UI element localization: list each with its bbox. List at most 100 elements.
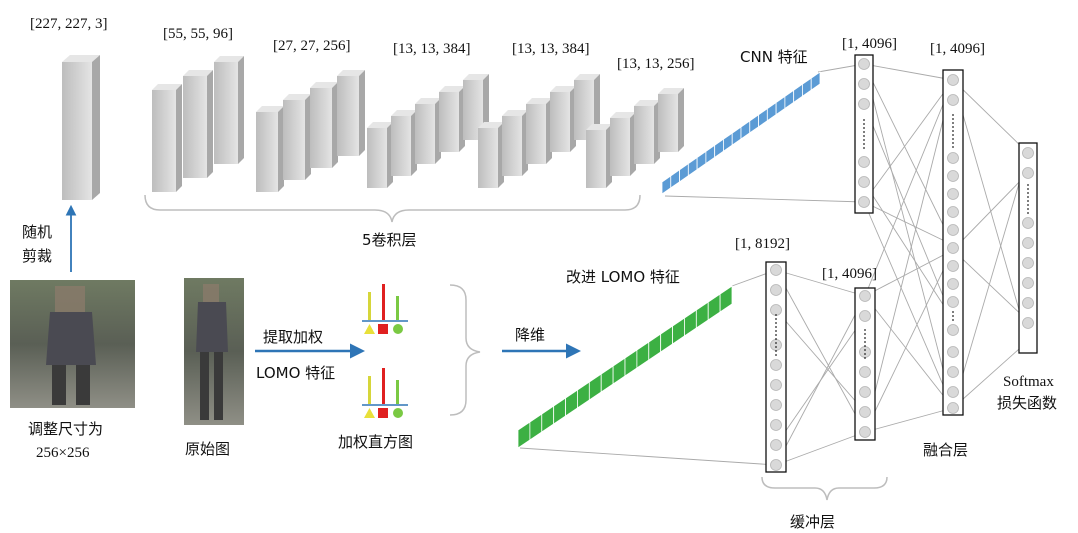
fc-cnn-column-dot xyxy=(863,135,865,137)
cnn-bar-cell xyxy=(775,95,786,116)
softmax-column xyxy=(1018,142,1038,354)
fusion-layer-label: 融合层 xyxy=(923,441,968,459)
buffer-column-dot xyxy=(864,353,866,355)
conv-block-5-3 xyxy=(634,100,660,164)
lomo-bar-cell xyxy=(612,357,626,385)
lomo-fc-column-dot xyxy=(775,334,777,336)
hist-icon-top-square xyxy=(378,324,388,334)
fusion-column-dot xyxy=(952,126,954,128)
fusion-column-node xyxy=(947,206,959,218)
conv-brace xyxy=(144,194,641,223)
lomo-fc-column-node xyxy=(770,439,782,451)
lomo-bar-cell xyxy=(719,285,733,313)
buffer-size-label: [1, 4096] xyxy=(822,266,877,282)
cnn-bar-cell xyxy=(714,138,724,159)
fc-cnn-column-node xyxy=(858,196,870,208)
fusion-column-node xyxy=(947,296,959,308)
softmax-column-node xyxy=(1022,217,1034,229)
lomo-fc-column-dot xyxy=(775,346,777,348)
buffer-column-node xyxy=(859,426,871,438)
fusion-column-node xyxy=(947,224,959,236)
fusion-column-dot xyxy=(952,315,954,317)
lomo-bar-cell xyxy=(517,421,531,449)
conv-block-4-5 xyxy=(574,74,600,140)
conv1-size-label: [55, 55, 96] xyxy=(163,26,233,42)
conv-layers xyxy=(152,56,684,192)
fusion-column-node xyxy=(947,402,959,414)
edge xyxy=(864,407,954,433)
fusion-column-dot xyxy=(952,138,954,140)
edge xyxy=(864,79,954,433)
fc-cnn-column-dot xyxy=(863,123,865,125)
weighted-hist-label: 加权直方图 xyxy=(338,433,413,451)
fusion-column-node xyxy=(947,152,959,164)
conv-block-5-4 xyxy=(658,88,684,152)
edge xyxy=(775,269,866,297)
edge xyxy=(952,79,1029,342)
conv-block-2-2 xyxy=(283,94,311,180)
cnn-bar-cell xyxy=(687,156,698,177)
buffer-column-dot xyxy=(864,337,866,339)
fusion-column-dot xyxy=(952,130,954,132)
buffer-column-node xyxy=(859,290,871,302)
lomo-fc-column-node xyxy=(770,304,782,316)
fc-cnn-column-dot xyxy=(863,139,865,141)
fusion-column-dot xyxy=(952,122,954,124)
hist-icon-top-circle xyxy=(393,324,403,334)
edge xyxy=(952,172,1029,251)
lomo-feature-label: LOMO 特征 xyxy=(256,364,335,382)
connection-edges xyxy=(519,63,1029,466)
random-crop-label-1: 随机 xyxy=(22,223,52,241)
conv-block-3-4 xyxy=(439,86,465,152)
conv5-size-label: [13, 13, 256] xyxy=(617,56,695,72)
lomo-fc-column-node xyxy=(770,359,782,371)
fusion-column-node xyxy=(947,260,959,272)
fc-cnn-column-dot xyxy=(863,147,865,149)
fc-cnn-column-node xyxy=(858,156,870,168)
edge xyxy=(775,269,866,433)
edge xyxy=(863,201,954,246)
buffer-column-dot xyxy=(864,333,866,335)
lomo-fc-column-node xyxy=(770,264,782,276)
edge xyxy=(519,447,777,466)
lomo-bar-cell xyxy=(600,365,614,393)
edge xyxy=(863,103,954,321)
softmax-column-dot xyxy=(1027,184,1029,186)
lomo-fc-column-node xyxy=(770,419,782,431)
input-size-label: [227, 227, 3] xyxy=(30,16,108,32)
cnn-bar-cell xyxy=(661,175,672,195)
buffer-column-dot xyxy=(864,357,866,359)
buffer-column-frame xyxy=(854,287,876,441)
lomo-fc-column-dot xyxy=(775,314,777,316)
softmax-column-node xyxy=(1022,147,1034,159)
hist-icon-bottom xyxy=(362,368,408,418)
conv-block-5-1 xyxy=(586,124,612,188)
softmax-column-dot xyxy=(1027,204,1029,206)
conv-block-5-2 xyxy=(610,112,636,176)
random-crop-label-2: 剪裁 xyxy=(22,247,52,265)
softmax-column-dot xyxy=(1027,192,1029,194)
hist-icon-top-triangle xyxy=(364,324,375,334)
conv-block-4-2 xyxy=(502,110,528,176)
lomo-fc-column-dot xyxy=(775,342,777,344)
lomo-fc-column-dot xyxy=(775,354,777,356)
lomo-bar-cell xyxy=(648,333,662,361)
softmax-column-node xyxy=(1022,277,1034,289)
lomo-bar-cell xyxy=(588,373,602,401)
conv-block-1-2 xyxy=(183,70,213,178)
softmax-label-2: 损失函数 xyxy=(997,394,1057,412)
edge xyxy=(863,63,954,246)
conv-block-1-3 xyxy=(214,56,244,164)
cnn-bar-cell xyxy=(749,114,759,134)
hist-icon-bottom-square xyxy=(378,408,388,418)
resize-label-1: 调整尺寸为 xyxy=(28,420,103,438)
edge xyxy=(863,181,954,321)
cnn-bar-cell xyxy=(731,126,742,146)
lomo-bar-cell xyxy=(565,389,578,417)
edge xyxy=(863,79,954,203)
resize-label-2: 256×256 xyxy=(36,445,90,461)
fc-cnn-column-node xyxy=(858,176,870,188)
conv-block-2-4 xyxy=(337,70,365,156)
conv2-size-label: [27, 27, 256] xyxy=(273,38,351,54)
